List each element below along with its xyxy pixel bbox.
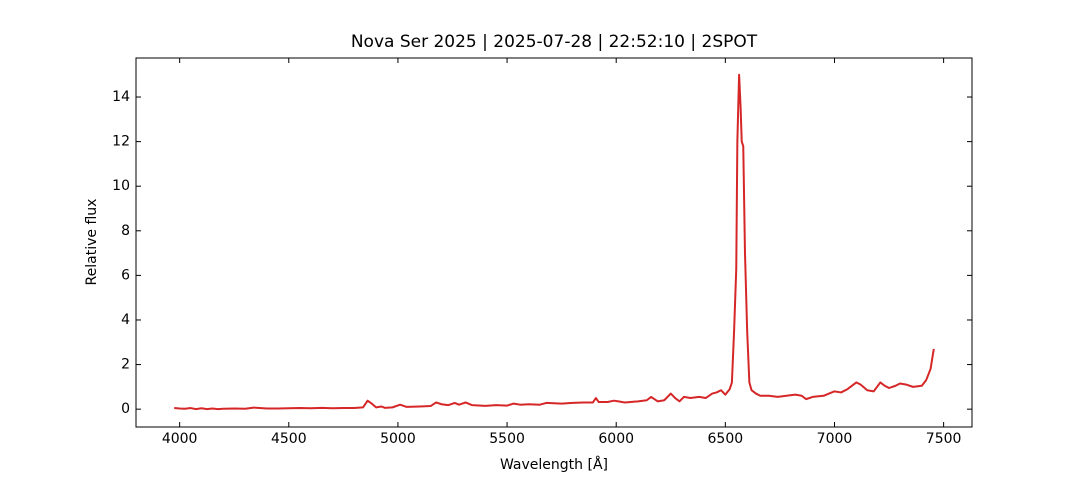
y-tick-label: 8: [121, 223, 130, 239]
y-tick-label: 12: [112, 134, 130, 150]
y-axis-label: Relative flux: [84, 199, 100, 286]
spectrum-line: [174, 73, 935, 411]
y-tick-label: 10: [112, 178, 130, 194]
x-tick-label: 4000: [162, 431, 198, 447]
y-tick-label: 0: [121, 401, 130, 417]
x-axis-label: Wavelength [Å]: [500, 456, 608, 473]
plot-frame: [135, 57, 973, 428]
y-tick-label: 14: [112, 89, 130, 105]
x-tick-label: 7000: [817, 431, 853, 447]
y-tick-label: 2: [121, 357, 130, 373]
y-tick-label: 4: [121, 312, 130, 328]
x-tick-label: 6000: [598, 431, 634, 447]
x-tick-label: 5500: [489, 431, 525, 447]
x-tick-label: 7500: [926, 431, 962, 447]
x-tick-label: 6500: [708, 431, 744, 447]
chart-title: Nova Ser 2025 | 2025-07-28 | 22:52:10 | …: [351, 32, 758, 52]
x-tick-label: 5000: [380, 431, 416, 447]
y-tick-label: 6: [121, 267, 130, 283]
x-tick-label: 4500: [271, 431, 307, 447]
